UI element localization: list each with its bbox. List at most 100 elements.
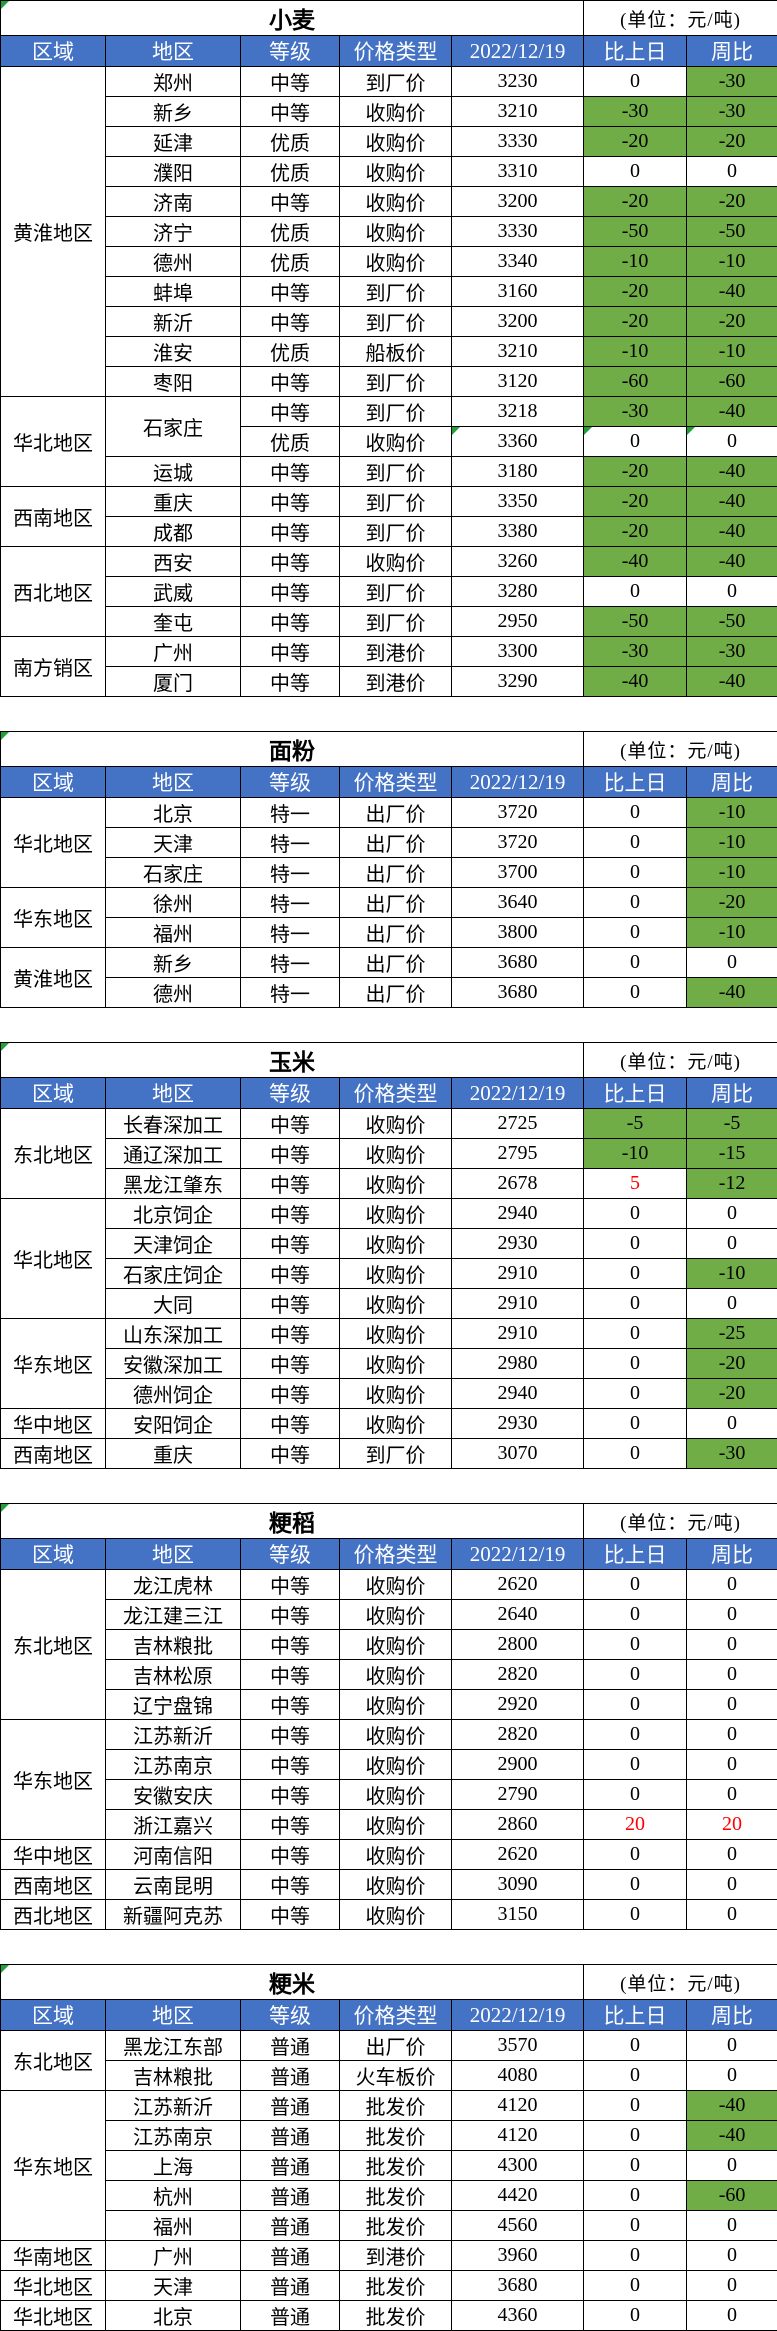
area-cell: 龙江虎林: [106, 1570, 241, 1600]
area-cell: 吉林粮批: [106, 2061, 241, 2091]
price-text: 3330: [498, 220, 538, 243]
price-text: 3210: [498, 100, 538, 123]
week-change-cell-text: 0: [727, 2214, 737, 2237]
day-change-cell-text: 0: [630, 2184, 640, 2207]
area-cell: 山东深加工: [106, 1319, 241, 1349]
area-text: 德州: [153, 247, 193, 276]
week-change-cell: 0: [687, 1840, 777, 1870]
comment-flag-icon: [1, 1043, 9, 1051]
area-cell: 北京: [106, 2301, 241, 2331]
column-header: 周比: [687, 1539, 777, 1570]
grade-cell: 中等: [241, 1199, 340, 1229]
day-change-cell: 0: [584, 2061, 687, 2091]
price-type-text: 到厂价: [366, 607, 426, 636]
area-text: 新疆阿克苏: [123, 1900, 223, 1929]
column-header: 区域: [1, 1078, 106, 1109]
week-change-cell: 0: [687, 1570, 777, 1600]
table-gap: [0, 1930, 777, 1964]
price-type-cell: 到厂价: [340, 457, 452, 487]
day-change-cell-text: -20: [622, 310, 649, 333]
price-type-text: 到厂价: [366, 397, 426, 426]
area-text: 北京饲企: [133, 1199, 213, 1228]
region-cell: 华南地区: [1, 2241, 106, 2271]
price-cell: 3120: [452, 367, 584, 397]
price-text: 2620: [498, 1573, 538, 1596]
week-change-cell-text: 0: [727, 1873, 737, 1896]
day-change-cell-text: -20: [622, 490, 649, 513]
week-change-cell: -30: [687, 97, 777, 127]
grade-text: 普通: [270, 2061, 310, 2090]
grade-text: 特一: [270, 798, 310, 827]
grade-cell: 中等: [241, 1630, 340, 1660]
grade-cell: 特一: [241, 888, 340, 918]
column-header: 2022/12/19: [452, 1539, 584, 1570]
week-change-cell-text: 0: [727, 2064, 737, 2087]
comment-flag-icon: [687, 427, 695, 435]
grade-cell: 中等: [241, 607, 340, 637]
grade-text: 中等: [270, 637, 310, 666]
day-change-cell: -20: [584, 187, 687, 217]
price-cell: 2950: [452, 607, 584, 637]
area-cell: 郑州: [106, 67, 241, 97]
region-cell: 南方销区: [1, 637, 106, 697]
price-cell: 4300: [452, 2151, 584, 2181]
price-cell: 2620: [452, 1570, 584, 1600]
area-text: 天津饲企: [133, 1229, 213, 1258]
area-cell: 武威: [106, 577, 241, 607]
region-cell: 黄淮地区: [1, 67, 106, 397]
column-header: 地区: [106, 2000, 241, 2031]
day-change-cell: 0: [584, 978, 687, 1008]
week-change-cell-text: -10: [719, 831, 746, 854]
region-cell: 华北地区: [1, 798, 106, 888]
price-cell: 4120: [452, 2121, 584, 2151]
area-text: 山东深加工: [123, 1319, 223, 1348]
price-type-text: 收购价: [366, 1199, 426, 1228]
day-change-cell: -20: [584, 277, 687, 307]
price-type-text: 收购价: [366, 1810, 426, 1839]
grade-cell: 特一: [241, 858, 340, 888]
day-change-cell-text: 0: [630, 2244, 640, 2267]
day-change-cell: 0: [584, 1870, 687, 1900]
column-header: 2022/12/19: [452, 36, 584, 67]
week-change-cell-text: 0: [727, 1783, 737, 1806]
area-text: 江苏南京: [133, 2121, 213, 2150]
column-header-text: 区域: [32, 1539, 74, 1569]
grade-text: 中等: [270, 1600, 310, 1629]
column-header: 比上日: [584, 1539, 687, 1570]
price-type-cell: 出厂价: [340, 798, 452, 828]
price-cell: 2930: [452, 1409, 584, 1439]
title-row: 粳米(单位：元/吨): [1, 1965, 777, 2000]
region-cell: 华北地区: [1, 2301, 106, 2331]
column-header: 地区: [106, 36, 241, 67]
grade-cell: 中等: [241, 1259, 340, 1289]
grade-text: 特一: [270, 978, 310, 1007]
price-type-text: 批发价: [366, 2301, 426, 2330]
day-change-cell-text: -10: [622, 250, 649, 273]
price-type-text: 收购价: [366, 1109, 426, 1138]
day-change-cell-text: 0: [630, 2274, 640, 2297]
area-text: 武威: [153, 577, 193, 606]
price-text: 3310: [498, 160, 538, 183]
area-cell: 濮阳: [106, 157, 241, 187]
day-change-cell: 0: [584, 2151, 687, 2181]
grade-cell: 普通: [241, 2061, 340, 2091]
price-type-text: 批发价: [366, 2091, 426, 2120]
grade-text: 优质: [270, 217, 310, 246]
week-change-cell: -20: [687, 127, 777, 157]
week-change-cell: 0: [687, 2031, 777, 2061]
price-type-cell: 收购价: [340, 1660, 452, 1690]
price-type-text: 收购价: [366, 1870, 426, 1899]
day-change-cell: -10: [584, 337, 687, 367]
day-change-cell-text: 0: [630, 801, 640, 824]
